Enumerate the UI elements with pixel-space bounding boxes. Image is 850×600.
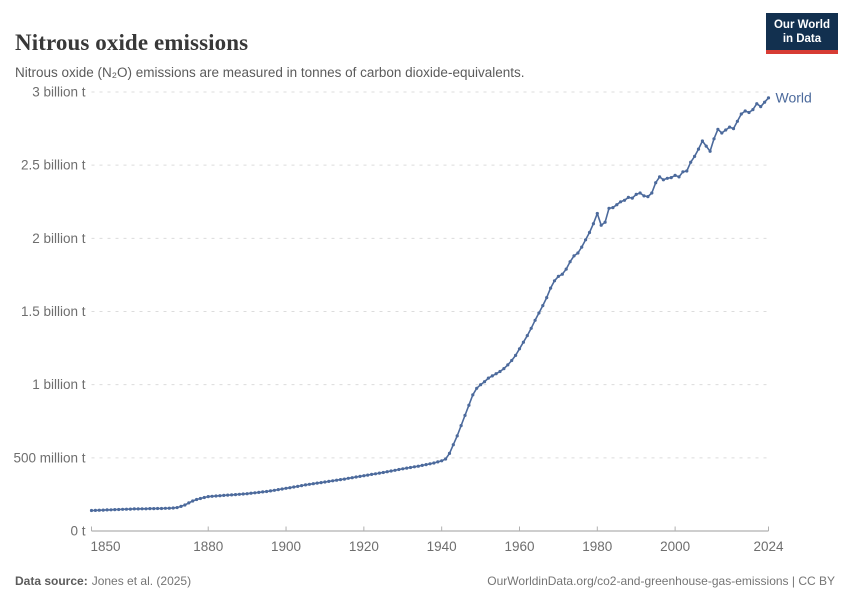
svg-text:500 million t: 500 million t [13,450,85,465]
footer-link[interactable]: OurWorldinData.org/co2-and-greenhouse-ga… [487,574,835,588]
data-source-value: Jones et al. (2025) [91,574,192,588]
svg-text:0 t: 0 t [70,524,85,539]
svg-text:2.5 billion t: 2.5 billion t [21,158,86,173]
svg-text:2000: 2000 [660,539,690,554]
chart-footer: Data source: Jones et al. (2025) OurWorld… [15,574,835,588]
svg-text:1.5 billion t: 1.5 billion t [21,304,86,319]
svg-text:1900: 1900 [271,539,301,554]
svg-text:1940: 1940 [427,539,457,554]
svg-text:2 billion t: 2 billion t [32,231,86,246]
chart-subtitle: Nitrous oxide (N₂O) emissions are measur… [15,64,525,80]
svg-text:1920: 1920 [349,539,379,554]
svg-text:1 billion t: 1 billion t [32,377,86,392]
svg-text:1980: 1980 [582,539,612,554]
data-source-label: Data source: [15,574,88,588]
owid-logo-line2: in Data [782,33,822,45]
svg-text:3 billion t: 3 billion t [32,85,86,100]
svg-text:2024: 2024 [753,539,784,554]
svg-text:1960: 1960 [504,539,534,554]
svg-text:1880: 1880 [193,539,223,554]
owid-logo[interactable]: Our World in Data [765,13,838,54]
owid-logo-line1: Our World [773,19,830,31]
data-source: Data source: Jones et al. (2025) [15,574,191,588]
series-label-world: World [776,89,812,105]
emissions-line-chart[interactable]: 0 t 500 million t 1 billion t 1.5 billion t… [0,0,850,560]
page-title: Nitrous oxide emissions [15,30,249,56]
svg-text:1850: 1850 [91,539,121,554]
